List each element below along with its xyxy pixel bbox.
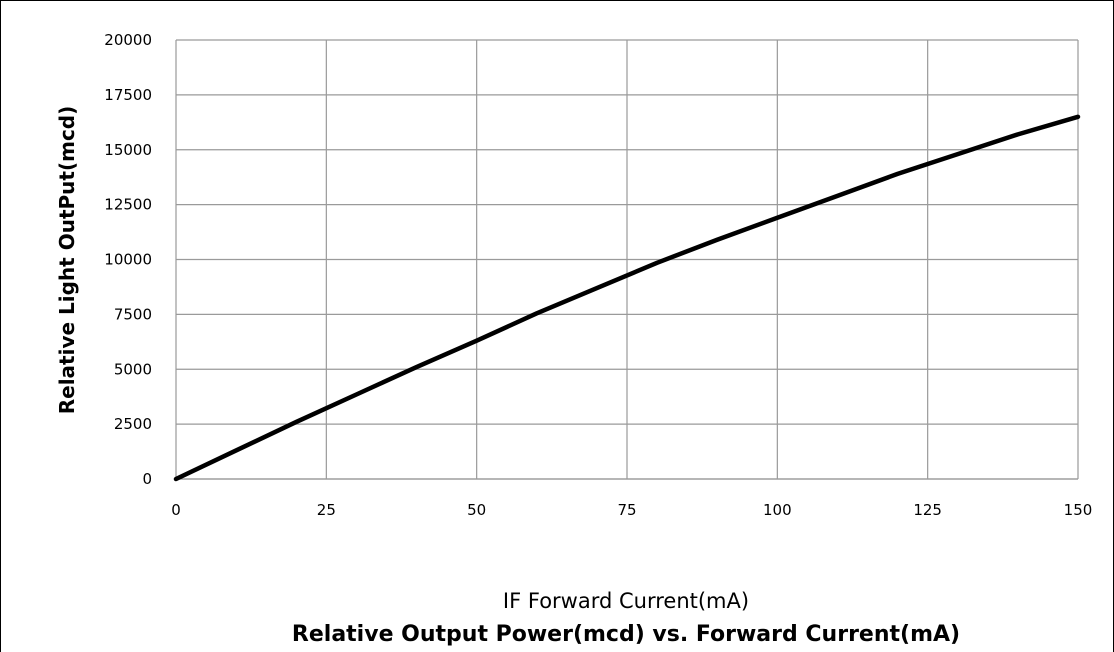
- y-tick-label: 7500: [114, 305, 152, 323]
- y-tick-labels: 0 2500 5000 7500 10000 12500 15000 17500 20000: [104, 31, 152, 488]
- x-tick-label: 125: [913, 501, 942, 519]
- y-tick-label: 17500: [104, 86, 152, 104]
- x-tick-label: 75: [617, 501, 636, 519]
- y-tick-label: 10000: [104, 251, 152, 269]
- y-tick-label: 2500: [114, 415, 152, 433]
- grid-lines: [175, 39, 1079, 480]
- y-axis-title: Relative Light OutPut(mcd): [55, 106, 79, 415]
- x-tick-labels: 0 25 50 75 100 125 150: [171, 501, 1092, 519]
- y-tick-label: 5000: [114, 360, 152, 378]
- y-tick-label: 15000: [104, 141, 152, 159]
- x-tick-label: 0: [171, 501, 181, 519]
- series-line: [173, 114, 1081, 482]
- y-tick-label: 12500: [104, 196, 152, 214]
- x-axis-title: IF Forward Current(mA): [503, 589, 749, 613]
- y-tick-label: 20000: [104, 31, 152, 49]
- x-tick-label: 50: [467, 501, 486, 519]
- series-layer: [173, 114, 1081, 482]
- x-tick-label: 25: [317, 501, 336, 519]
- chart-title: Relative Output Power(mcd) vs. Forward C…: [292, 622, 960, 647]
- x-tick-label: 100: [763, 501, 792, 519]
- x-tick-label: 150: [1064, 501, 1093, 519]
- y-tick-label: 0: [142, 470, 152, 488]
